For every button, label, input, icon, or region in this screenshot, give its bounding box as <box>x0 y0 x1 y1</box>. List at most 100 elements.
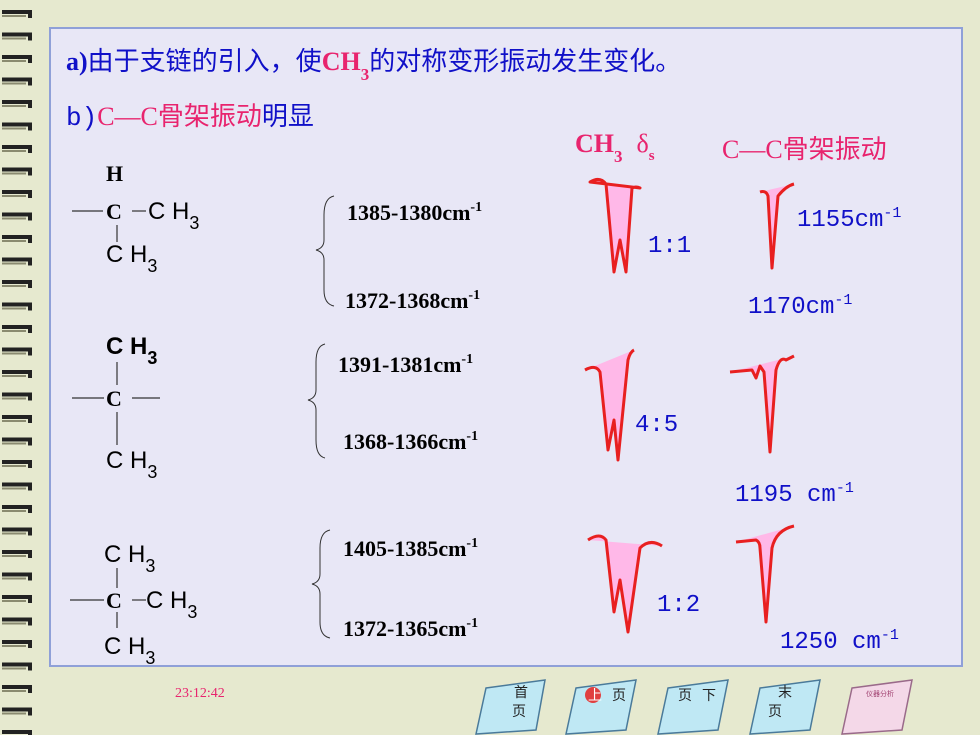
text: 明显 <box>262 102 314 131</box>
band: 1155cm <box>797 207 883 234</box>
band: 1391-1381cm <box>338 352 461 377</box>
nav-button[interactable] <box>565 679 637 735</box>
text: 的对称变形振动发生变化。 <box>369 47 681 76</box>
ratio: 4:5 <box>635 412 678 439</box>
atom-sub: 3 <box>145 648 155 668</box>
content-panel <box>49 27 963 667</box>
prefix: a) <box>66 47 88 76</box>
atom: C H <box>106 333 147 360</box>
nav-next[interactable]: 页 下 <box>657 679 729 735</box>
prefix: b) <box>66 103 97 133</box>
band: 1250 cm <box>780 629 881 656</box>
nav-char[interactable]: 下 <box>702 689 716 704</box>
band-sup: -1 <box>468 288 480 303</box>
band-sup: -1 <box>470 200 482 215</box>
atom-sub: 3 <box>147 462 157 482</box>
chem-sub: 3 <box>614 147 623 166</box>
atom-sub: 3 <box>147 348 157 368</box>
nav-char[interactable]: 上 <box>588 688 602 704</box>
atom-sub: 3 <box>145 556 155 576</box>
band-sup: -1 <box>466 429 478 444</box>
band-sup: -1 <box>881 627 899 644</box>
atom-sub: 3 <box>187 602 197 622</box>
brace <box>307 343 326 459</box>
ch3-spectrum <box>588 177 642 274</box>
group: C H3 <box>104 541 155 576</box>
delta-sub: s <box>649 148 655 164</box>
skeleton-band: 1155cm-1 <box>797 205 901 234</box>
atom: C H <box>104 541 145 568</box>
band-label: 1405-1385cm-1 <box>343 536 478 561</box>
nav-char[interactable]: 页 <box>512 705 526 720</box>
nav-icon[interactable] <box>585 687 601 703</box>
band-label: 1385-1380cm-1 <box>347 200 482 225</box>
atom: C H <box>148 198 189 225</box>
skeleton-spectrum <box>729 354 795 454</box>
atom: C <box>106 588 122 613</box>
line-a: a)由于支链的引入，使CH3的对称变形振动发生变化。 <box>66 47 681 84</box>
ch3-header: CH3 δs <box>575 129 655 166</box>
band-sup: -1 <box>836 480 854 497</box>
band: 1368-1366cm <box>343 429 466 454</box>
skeleton-spectrum <box>735 524 795 624</box>
atom-sub: 3 <box>147 256 157 276</box>
nav-button[interactable] <box>749 679 821 735</box>
band: 1385-1380cm <box>347 200 470 225</box>
atom: C <box>106 199 122 224</box>
nav-button[interactable] <box>475 679 546 735</box>
ch3-spectrum <box>587 534 663 634</box>
atom: C H <box>106 447 147 474</box>
atom: C H <box>146 587 187 614</box>
chem: CH <box>322 47 361 76</box>
nav-char[interactable]: 页 <box>768 705 782 720</box>
group: C H3 <box>146 587 197 622</box>
skeleton-spectrum <box>759 182 795 270</box>
group: C H3 <box>148 198 199 233</box>
nav-button[interactable] <box>841 679 913 735</box>
brace <box>315 195 335 307</box>
band: 1195 cm <box>735 482 836 509</box>
highlight: C—C骨架振动 <box>97 102 262 131</box>
nav-char[interactable]: 页 <box>678 689 692 704</box>
ratio: 1:2 <box>657 592 700 619</box>
band-label: 1372-1368cm-1 <box>345 288 480 313</box>
band-label: 1368-1366cm-1 <box>343 429 478 454</box>
band-sup: -1 <box>466 536 478 551</box>
timestamp: 23:12:42 <box>175 686 225 701</box>
band: 1372-1365cm <box>343 616 466 641</box>
chem-sub: 3 <box>361 65 370 84</box>
band-label: 1372-1365cm-1 <box>343 616 478 641</box>
band-label: 1391-1381cm-1 <box>338 352 473 377</box>
group: C H3 <box>106 241 157 276</box>
nav-char[interactable]: 首 <box>514 685 528 701</box>
skeleton-band: 1250 cm-1 <box>780 627 899 656</box>
nav-button[interactable] <box>657 679 729 735</box>
skeleton-band: 1170cm-1 <box>748 292 852 321</box>
atom: C H <box>104 633 145 660</box>
skeleton-header: C—C骨架振动 <box>722 135 887 164</box>
band-sup: -1 <box>883 205 901 222</box>
chem: CH <box>575 129 614 158</box>
band-sup: -1 <box>466 616 478 631</box>
atom-sub: 3 <box>189 213 199 233</box>
group: C H3 <box>106 333 157 368</box>
atom: C <box>106 386 122 411</box>
nav-char[interactable]: 页 <box>612 689 626 704</box>
nav-prev[interactable]: 上 页 <box>565 679 637 735</box>
logo-text[interactable]: 仪器分析 <box>866 689 894 698</box>
band: 1405-1385cm <box>343 536 466 561</box>
group: C H3 <box>104 633 155 668</box>
atom: C H <box>106 241 147 268</box>
band: 1170cm <box>748 294 834 321</box>
ratio: 1:1 <box>648 233 691 260</box>
band-sup: -1 <box>834 292 852 309</box>
band-sup: -1 <box>461 352 473 367</box>
nav-last[interactable]: 末 页 <box>749 679 821 735</box>
nav-char[interactable]: 末 <box>778 685 792 701</box>
group: C H3 <box>106 447 157 482</box>
nav-first[interactable]: 首 页 <box>475 679 546 735</box>
ch3-spectrum <box>584 348 635 462</box>
logo-button[interactable]: 仪器分析 <box>841 679 913 735</box>
line-b: b)C—C骨架振动明显 <box>66 102 314 133</box>
